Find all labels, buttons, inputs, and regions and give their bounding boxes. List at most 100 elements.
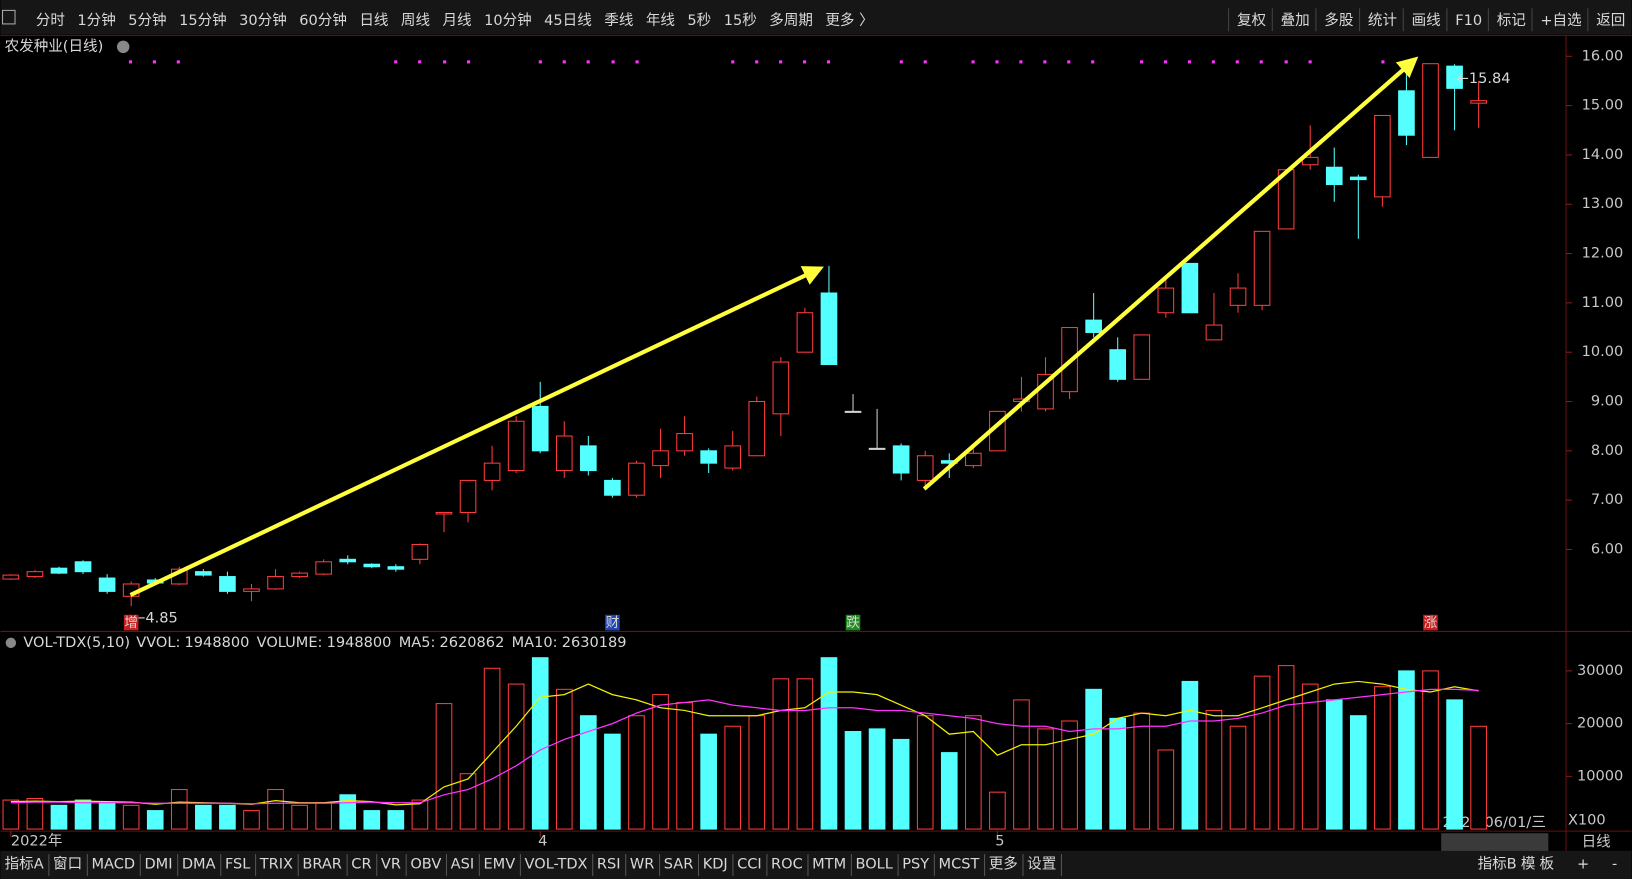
indicator-tab[interactable]: 设置 bbox=[1027, 855, 1056, 872]
candle-body bbox=[652, 450, 669, 467]
period-tab[interactable]: 月线 bbox=[443, 12, 472, 29]
period-tab[interactable]: 季线 bbox=[604, 12, 633, 29]
period-tab[interactable]: 日线 bbox=[359, 12, 388, 29]
signal-dot bbox=[443, 60, 447, 64]
indicator-tab[interactable]: 指标A bbox=[5, 855, 44, 872]
indicator-tab[interactable]: BOLL bbox=[856, 855, 894, 872]
tool-button[interactable]: 标记 bbox=[1497, 12, 1526, 29]
signal-dot bbox=[1019, 60, 1023, 64]
indicator-tab[interactable]: MCST bbox=[939, 855, 980, 872]
volume-bar bbox=[315, 802, 332, 830]
indicator-tab[interactable]: CCI bbox=[737, 855, 762, 872]
title-menu[interactable] bbox=[116, 40, 130, 54]
volume-bar bbox=[1446, 699, 1463, 830]
period-tab[interactable]: 周线 bbox=[401, 12, 430, 29]
indicator-tab[interactable]: EMV bbox=[483, 855, 515, 872]
unit-label: X100 bbox=[1568, 812, 1606, 829]
volume-bar bbox=[1085, 688, 1102, 830]
legend-name: MA5: bbox=[399, 634, 436, 651]
period-tab[interactable]: 5分钟 bbox=[128, 12, 166, 29]
event-marker[interactable] bbox=[845, 614, 861, 631]
indicator-tab[interactable]: OBV bbox=[410, 855, 441, 872]
indicator-tab[interactable]: 模 bbox=[1521, 855, 1536, 872]
tool-button[interactable]: 统计 bbox=[1368, 12, 1397, 29]
indicator-tab[interactable]: ROC bbox=[771, 855, 803, 872]
tool-button[interactable]: +自选 bbox=[1540, 12, 1582, 29]
volume-bar bbox=[820, 657, 838, 830]
legend-value: 2620862 bbox=[440, 634, 505, 651]
indicator-tab[interactable]: SAR bbox=[664, 855, 694, 872]
volume-bar bbox=[1301, 683, 1319, 830]
period-tab[interactable]: 45日线 bbox=[544, 12, 592, 29]
chart-title: 农发种业(日线) bbox=[5, 38, 104, 55]
period-tab[interactable]: 更多 〉 bbox=[825, 12, 873, 29]
indicator-tab[interactable]: CR bbox=[351, 855, 371, 872]
tool-button[interactable]: 复权 bbox=[1237, 11, 1267, 29]
volume-bar bbox=[531, 657, 549, 830]
panel-toggle[interactable] bbox=[2, 9, 16, 25]
tool-button[interactable]: F10 bbox=[1455, 12, 1482, 29]
indicator-tab[interactable]: DMI bbox=[144, 855, 172, 872]
indicator-tab[interactable]: 更多 bbox=[989, 855, 1018, 872]
volume-bar bbox=[748, 715, 766, 830]
y-tick-label: 14.00 bbox=[1582, 146, 1624, 163]
indicator-tab[interactable]: RSI bbox=[597, 855, 621, 872]
indicator-tab[interactable]: 窗口 bbox=[53, 854, 82, 872]
signal-dot bbox=[1187, 60, 1192, 64]
volume-bar bbox=[724, 725, 742, 830]
indicator-tab[interactable]: 板 bbox=[1540, 854, 1555, 872]
period-tab[interactable]: 15秒 bbox=[724, 12, 757, 29]
indicator-tab[interactable]: MTM bbox=[812, 855, 846, 872]
drawn-arrow bbox=[129, 266, 824, 597]
period-tab[interactable]: 分时 bbox=[36, 12, 65, 29]
signal-dot bbox=[152, 60, 156, 64]
signal-dot bbox=[995, 60, 999, 64]
indicator-tab[interactable]: - bbox=[1612, 855, 1617, 872]
signal-dot bbox=[128, 60, 133, 64]
period-tab[interactable]: 10分钟 bbox=[484, 12, 532, 29]
tool-button[interactable]: 叠加 bbox=[1281, 12, 1310, 29]
indicator-tab[interactable]: WR bbox=[630, 855, 654, 872]
indicator-tab[interactable]: BRAR bbox=[302, 855, 342, 872]
indicator-tab[interactable]: MACD bbox=[91, 855, 135, 872]
indicator-tab[interactable]: + bbox=[1577, 855, 1589, 872]
indicator-tab[interactable]: FSL bbox=[225, 855, 251, 872]
y-tick-label: 8.00 bbox=[1591, 442, 1623, 459]
indicator-tab[interactable]: TRIX bbox=[259, 855, 293, 872]
event-marker[interactable] bbox=[605, 614, 620, 631]
volume-bar bbox=[700, 733, 717, 830]
event-marker[interactable] bbox=[1423, 614, 1438, 631]
y-tick-label: 30000 bbox=[1577, 662, 1623, 679]
title-menu[interactable] bbox=[5, 637, 17, 649]
period-tab[interactable]: 5秒 bbox=[687, 12, 711, 29]
candle-body bbox=[50, 567, 68, 574]
event-marker[interactable] bbox=[123, 614, 139, 631]
indicator-tab[interactable]: 指标B bbox=[1478, 855, 1517, 872]
candle-body bbox=[363, 563, 381, 568]
period-tab[interactable]: 60分钟 bbox=[299, 12, 347, 29]
tool-button[interactable]: 多股 bbox=[1324, 12, 1354, 29]
indicator-tab[interactable]: VOL-TDX bbox=[525, 855, 588, 872]
period-tab[interactable]: 1分钟 bbox=[77, 12, 115, 29]
volume-bar bbox=[1013, 699, 1030, 830]
period-tab[interactable]: 30分钟 bbox=[239, 12, 287, 29]
indicator-tab[interactable]: VR bbox=[381, 855, 401, 872]
x-tick-label: 2022年 bbox=[11, 833, 63, 850]
tool-button[interactable]: 返回 bbox=[1596, 12, 1625, 29]
indicator-tab[interactable]: DMA bbox=[182, 855, 216, 872]
legend-name: VOLUME: bbox=[257, 634, 323, 651]
indicator-tab[interactable]: PSY bbox=[902, 855, 929, 872]
volume-bar bbox=[411, 799, 429, 830]
signal-dot bbox=[1308, 60, 1312, 64]
indicator-tab[interactable]: KDJ bbox=[703, 855, 728, 872]
tool-button[interactable]: 画线 bbox=[1412, 12, 1441, 29]
candle-body bbox=[315, 561, 332, 575]
period-tab[interactable]: 年线 bbox=[646, 12, 675, 29]
period-tab[interactable]: 15分钟 bbox=[179, 12, 227, 29]
indicator-tab[interactable]: ASI bbox=[451, 855, 474, 872]
volume-bar bbox=[676, 702, 693, 830]
period-tab[interactable]: 多周期 bbox=[769, 12, 813, 29]
volume-bar bbox=[195, 804, 212, 830]
candle-body bbox=[844, 410, 862, 413]
